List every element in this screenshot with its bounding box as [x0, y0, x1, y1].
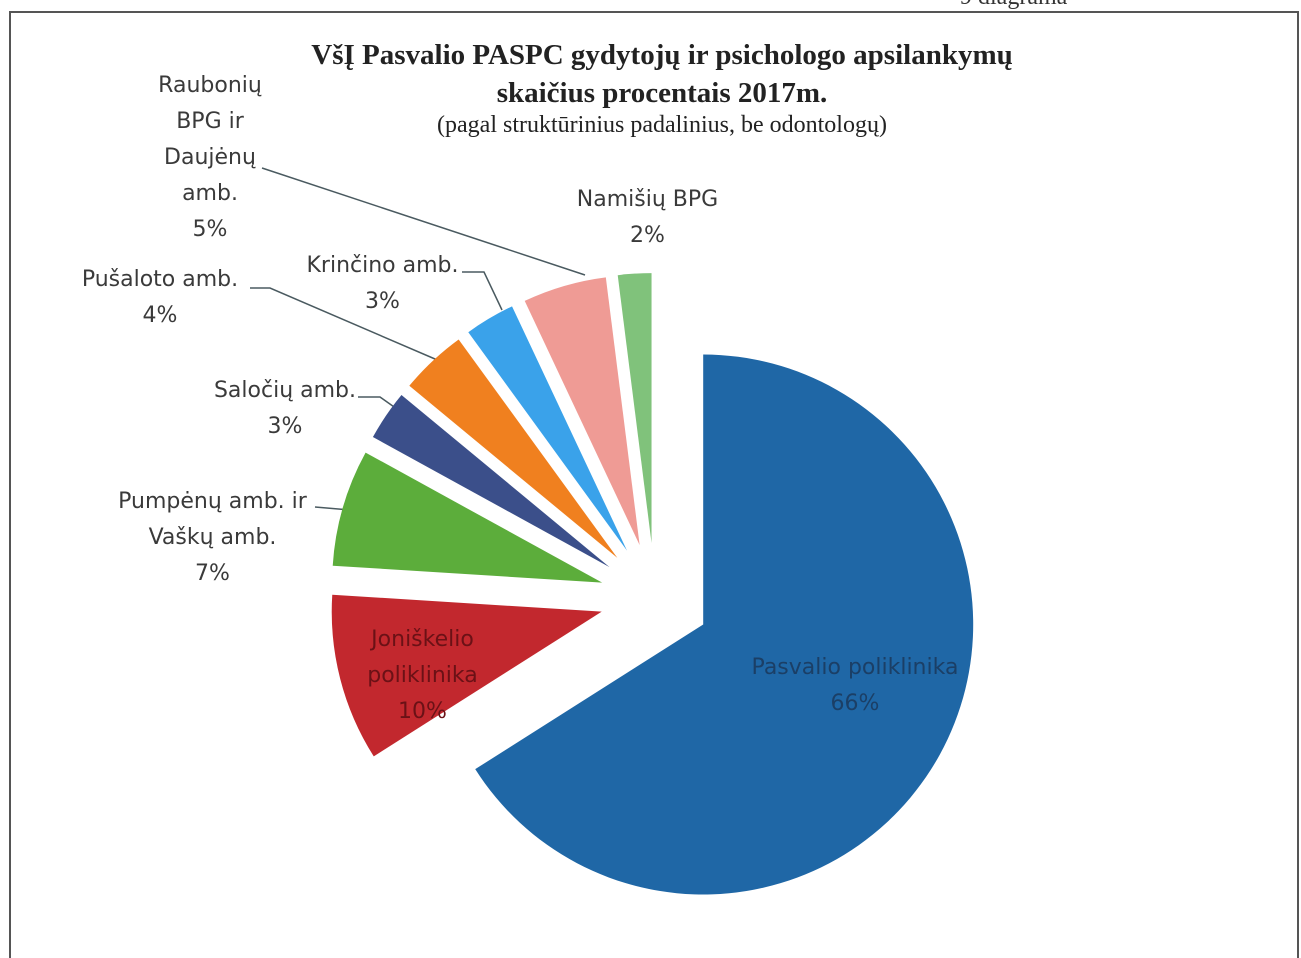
category-label: Pumpėnų amb. ir Vaškų amb. — [118, 489, 307, 550]
category-label: Saločių amb. — [213, 378, 357, 403]
pie-slice — [524, 277, 640, 546]
slice-label: Namišių BPG 2% — [560, 182, 735, 254]
pie-slice — [475, 354, 974, 895]
value-label: 3% — [267, 414, 303, 439]
pie-slice — [409, 339, 618, 558]
value-label: 10% — [398, 699, 447, 724]
category-label: Namišių BPG — [576, 187, 719, 212]
chart-subtitle: (pagal struktūrinius padalinius, be odon… — [437, 112, 887, 138]
value-label: 3% — [365, 289, 400, 314]
leader-line — [250, 287, 443, 363]
value-label: 66% — [830, 691, 880, 716]
slice-label: Pasvalio poliklinika 66% — [735, 650, 975, 722]
slice-label: Krinčino amb. 3% — [290, 248, 475, 320]
pie-slice — [468, 306, 628, 551]
value-label: 2% — [630, 223, 665, 248]
category-label: Pasvalio poliklinika — [751, 655, 959, 680]
pie-slice — [331, 594, 602, 757]
leader-line — [462, 271, 503, 311]
chart-title: VšĮ Pasvalio PASPC gydytojų ir psicholog… — [311, 39, 1013, 109]
pie-slice — [617, 273, 652, 544]
slice-label: Saločių amb. 3% — [200, 373, 370, 445]
pie-slice — [332, 452, 603, 583]
slice-label: Pumpėnų amb. ir Vaškų amb. 7% — [95, 484, 330, 592]
category-label: Pušaloto amb. — [81, 267, 239, 292]
category-label: Krinčino amb. — [306, 253, 459, 278]
slice-label: Pušaloto amb. 4% — [60, 262, 260, 334]
value-label: 7% — [195, 561, 230, 586]
category-label: Joniškelio poliklinika — [367, 627, 478, 688]
category-label: Raubonių BPG ir Daujėnų amb. — [158, 73, 262, 206]
frame — [9, 11, 1299, 958]
value-label: 4% — [142, 303, 178, 328]
slice-label: Joniškelio poliklinika 10% — [330, 622, 515, 730]
corner-note: 9 diagrama — [960, 0, 1067, 11]
pie-slice — [372, 394, 610, 568]
leader-line — [261, 167, 586, 276]
value-label: 5% — [192, 217, 228, 242]
slice-label: Raubonių BPG ir Daujėnų amb. 5% — [140, 68, 280, 248]
